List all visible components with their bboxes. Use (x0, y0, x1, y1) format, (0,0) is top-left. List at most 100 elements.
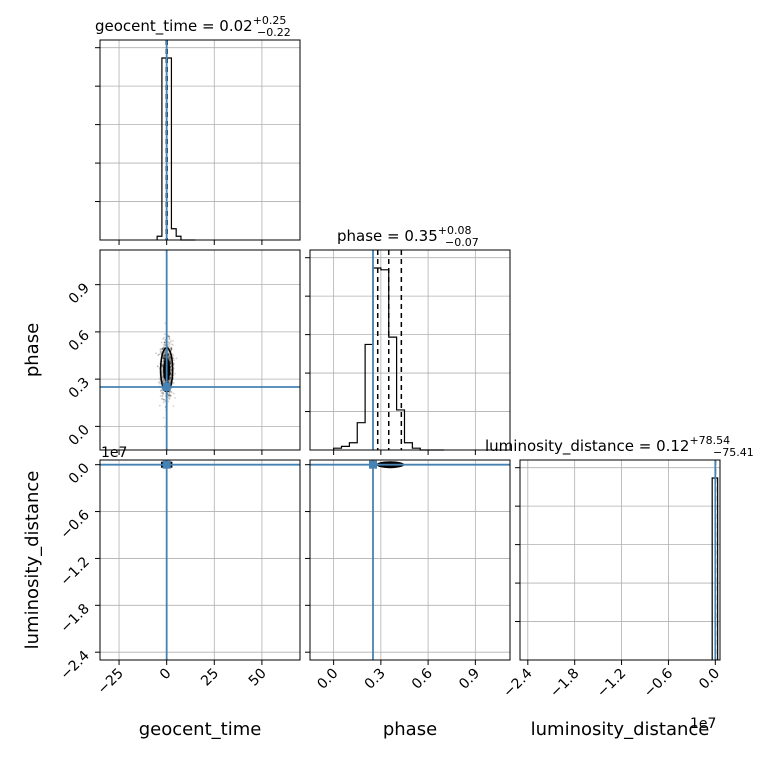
sample-point (163, 379, 165, 382)
sample-point (170, 340, 172, 342)
sample-point (168, 357, 171, 359)
title-geocent-time-minus: −0.22 (257, 26, 291, 39)
sample-point (169, 362, 172, 364)
x-tick-label: 25 (198, 666, 222, 690)
sample-point (168, 335, 171, 338)
sample-point (161, 363, 164, 365)
sample-point (169, 376, 172, 379)
panel-luminosity-distance-vs-phase: 0.0 0.3 0.6 0.9 (305, 459, 511, 693)
sample-point (162, 376, 164, 379)
title-geocent-time: geocent_time = 0.02+0.25 (95, 14, 286, 36)
sample-point (162, 357, 165, 360)
sample-point (161, 365, 164, 368)
sample-point (159, 380, 161, 383)
title-luminosity-distance-minus: −75.41 (713, 446, 754, 459)
sample-point (167, 353, 170, 356)
sample-point (170, 347, 173, 350)
sample-point (173, 392, 175, 395)
sample-point (169, 363, 172, 366)
sample-point (169, 378, 171, 380)
xlabel-geocent-time: geocent_time (139, 719, 262, 740)
sample-point (163, 357, 166, 359)
truth-point (368, 460, 377, 469)
sample-point (167, 394, 170, 396)
sample-point (168, 355, 170, 358)
sample-point (169, 377, 172, 380)
sample-point (167, 335, 170, 338)
sample-point (172, 344, 174, 346)
sample-point (168, 345, 171, 347)
y-tick-label: −1.2 (57, 554, 92, 589)
sample-point (169, 372, 172, 375)
sample-point (163, 354, 165, 356)
sample-point (171, 353, 174, 355)
y-tick-label: 0.6 (66, 327, 93, 354)
sample-point (167, 352, 170, 355)
sample-point (162, 416, 165, 419)
sample-point (161, 348, 164, 350)
sample-point (169, 390, 172, 393)
panel-geocent-time-histogram (95, 39, 301, 245)
sample-point (157, 354, 159, 357)
sample-point (163, 353, 166, 356)
y-tick-label: 0.0 (66, 422, 93, 449)
sample-point (168, 354, 171, 357)
sample-point (163, 351, 166, 354)
sample-point (163, 333, 166, 336)
panel-phase-vs-geocent-time: 0.0 0.3 0.6 0.9 (66, 249, 301, 455)
sample-point (169, 362, 172, 364)
sample-point (164, 354, 166, 357)
sample-point (167, 343, 170, 346)
sample-point (172, 354, 175, 357)
histogram-step (156, 57, 196, 241)
sample-point (160, 350, 163, 353)
sample-point (167, 345, 170, 348)
sample-point (169, 341, 172, 344)
sample-point (170, 348, 173, 351)
sample-point (162, 347, 164, 350)
x-tick-label: −1.8 (547, 666, 582, 701)
sample-point (168, 394, 171, 397)
sample-point (168, 336, 171, 338)
x-tick-label: 0.0 (314, 666, 341, 693)
sample-point (168, 394, 171, 397)
sample-point (169, 372, 172, 374)
sample-point (168, 378, 171, 380)
sample-point (162, 355, 165, 358)
title-luminosity-distance: luminosity_distance = 0.12+78.54 (485, 434, 730, 456)
sample-point (169, 393, 172, 396)
sample-point (163, 357, 166, 360)
panel-luminosity-distance-histogram: −2.4 −1.8 −1.2 −0.6 0.0 (500, 459, 723, 701)
sample-point (170, 348, 173, 351)
sample-point (162, 359, 165, 362)
sample-point (162, 358, 165, 361)
sample-point (159, 395, 162, 397)
sample-point (162, 360, 165, 363)
sample-point (169, 361, 171, 363)
x-tick-label: 0.9 (456, 666, 483, 693)
sample-point (163, 355, 165, 358)
panel-frame (309, 459, 511, 661)
sample-point (169, 376, 172, 378)
sample-point (162, 398, 165, 401)
sample-point (162, 347, 164, 350)
sample-point (161, 388, 163, 391)
sample-point (163, 357, 165, 360)
sample-point (162, 357, 165, 360)
sample-point (162, 391, 164, 394)
sample-point (162, 357, 165, 360)
x-tick-label: −0.6 (641, 665, 676, 700)
sample-point (169, 363, 172, 366)
sample-point (160, 389, 162, 392)
sample-point (167, 381, 170, 384)
sample-point (162, 392, 165, 395)
sample-point (169, 365, 172, 368)
sample-point (162, 398, 165, 401)
y-tick-label: −0.6 (57, 507, 92, 542)
sample-point (161, 364, 164, 367)
sample-point (167, 334, 170, 337)
sample-point (169, 381, 172, 383)
sample-point (167, 381, 170, 383)
sample-point (170, 365, 173, 367)
sample-point (169, 376, 172, 379)
